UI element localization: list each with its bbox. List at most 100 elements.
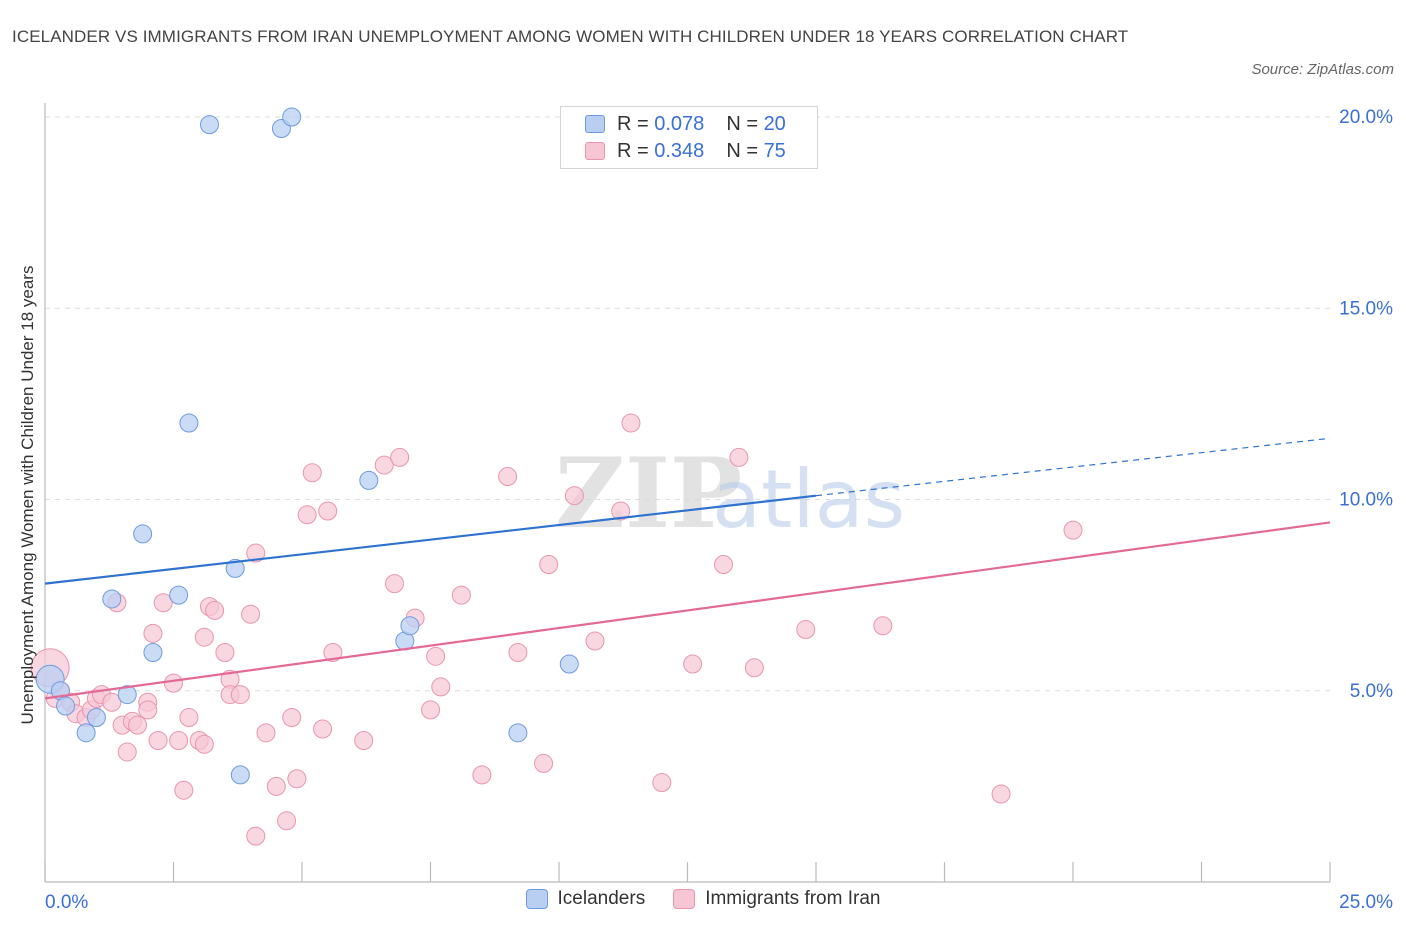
iran-point bbox=[585, 631, 605, 651]
axes bbox=[44, 103, 1331, 883]
iran-point bbox=[1063, 520, 1083, 540]
iran-point bbox=[148, 730, 168, 750]
iran-point bbox=[390, 447, 410, 467]
icelander-point bbox=[559, 654, 579, 674]
iran-point bbox=[174, 780, 194, 800]
legend-label: Immigrants from Iran bbox=[705, 888, 881, 909]
stats-row-icelanders: R = 0.078 N = 20 bbox=[585, 112, 786, 136]
y-tick-label: 5.0% bbox=[1350, 681, 1393, 702]
iran-point bbox=[426, 646, 446, 666]
legend-item-iran[interactable]: Immigrants from Iran bbox=[673, 888, 880, 910]
iran-point bbox=[194, 627, 214, 647]
icelander-point bbox=[282, 107, 302, 127]
iran-point bbox=[117, 742, 137, 762]
iran-point bbox=[266, 776, 286, 796]
icelanders-trend-line bbox=[44, 494, 817, 585]
iran-point bbox=[138, 700, 158, 720]
swatch-blue bbox=[585, 115, 605, 133]
x-tick-label: 0.0% bbox=[45, 892, 88, 913]
source-label: Source: ZipAtlas.com bbox=[1251, 61, 1394, 78]
iran-point bbox=[297, 505, 317, 525]
iran-point bbox=[744, 658, 764, 678]
r-label: R = bbox=[617, 139, 649, 162]
swatch-pink bbox=[585, 142, 605, 160]
r-value: 0.078 bbox=[654, 112, 705, 135]
iran-point bbox=[256, 723, 276, 743]
icelander-point bbox=[86, 708, 106, 728]
iran-point bbox=[508, 643, 528, 662]
y-tick-label: 10.0% bbox=[1339, 490, 1393, 511]
icelander-point bbox=[359, 470, 379, 490]
icelander-point bbox=[225, 558, 245, 578]
iran-point bbox=[431, 677, 451, 697]
iran-point bbox=[230, 685, 250, 705]
iran-point bbox=[179, 708, 199, 728]
r-label: R = bbox=[617, 112, 649, 135]
watermark-zip: ZIP bbox=[555, 437, 742, 550]
n-label: N = bbox=[726, 139, 758, 162]
stats-row-iran: R = 0.348 N = 75 bbox=[585, 139, 786, 163]
icelander-point bbox=[400, 616, 420, 636]
iran-point bbox=[241, 604, 261, 624]
iran-point bbox=[153, 593, 173, 613]
iran-point bbox=[205, 600, 225, 620]
iran-point bbox=[564, 486, 584, 506]
iran-point bbox=[246, 826, 266, 846]
iran-point bbox=[796, 620, 816, 640]
iran-trend-line bbox=[44, 521, 1331, 700]
grid-lines bbox=[45, 116, 1330, 692]
iran-point bbox=[102, 692, 122, 712]
icelanders-trend-extension bbox=[815, 437, 1331, 497]
icelander-point bbox=[133, 524, 153, 544]
r-value: 0.348 bbox=[654, 139, 705, 162]
iran-point bbox=[194, 734, 214, 754]
iran-point bbox=[164, 673, 183, 693]
icelander-point bbox=[199, 115, 219, 135]
iran-point bbox=[611, 501, 631, 521]
iran-point bbox=[498, 467, 518, 487]
n-value: 20 bbox=[763, 112, 786, 135]
x-tick-label: 25.0% bbox=[1339, 892, 1393, 913]
n-value: 75 bbox=[763, 139, 786, 162]
iran-point bbox=[215, 643, 235, 662]
chart-title: ICELANDER VS IMMIGRANTS FROM IRAN UNEMPL… bbox=[12, 27, 1129, 46]
stats-legend: R = 0.078 N = 20 R = 0.348 N = 75 bbox=[560, 106, 818, 169]
icelander-point bbox=[508, 723, 528, 743]
legend-item-icelanders[interactable]: Icelanders bbox=[525, 888, 646, 910]
watermark-atlas: atlas bbox=[712, 453, 905, 546]
iran-point bbox=[385, 574, 405, 594]
iran-point bbox=[652, 773, 672, 793]
iran-point bbox=[143, 623, 163, 643]
iran-point bbox=[313, 719, 333, 739]
icelander-point bbox=[117, 685, 137, 705]
swatch-blue bbox=[525, 889, 548, 909]
iran-point bbox=[729, 447, 749, 467]
iran-point bbox=[246, 543, 266, 563]
n-label: N = bbox=[726, 112, 758, 135]
series-icelanders-points bbox=[35, 107, 579, 785]
iran-point bbox=[421, 700, 440, 720]
series-legend: Icelanders Immigrants from Iran bbox=[0, 888, 1406, 910]
icelander-point bbox=[230, 765, 250, 785]
trend-lines bbox=[44, 437, 1331, 700]
icelander-point bbox=[179, 413, 199, 433]
iran-point bbox=[873, 616, 893, 636]
watermark: ZIP atlas bbox=[555, 437, 905, 550]
icelander-point bbox=[102, 589, 122, 609]
legend-label: Icelanders bbox=[557, 888, 646, 909]
iran-point bbox=[354, 730, 374, 750]
iran-point bbox=[277, 811, 297, 831]
y-axis-label: Unemployment Among Women with Children U… bbox=[18, 265, 37, 725]
iran-point bbox=[374, 455, 394, 475]
icelander-point bbox=[76, 723, 96, 743]
iran-point bbox=[323, 643, 343, 662]
icelander-point bbox=[143, 643, 163, 662]
iran-point bbox=[451, 585, 471, 605]
tick-labels: 5.0% 10.0% 15.0% 20.0% 0.0% 25.0% bbox=[45, 107, 1393, 913]
iran-point bbox=[318, 501, 338, 521]
icelander-point bbox=[169, 585, 189, 605]
iran-point bbox=[683, 654, 703, 674]
swatch-pink bbox=[673, 889, 696, 909]
iran-point bbox=[128, 715, 148, 735]
